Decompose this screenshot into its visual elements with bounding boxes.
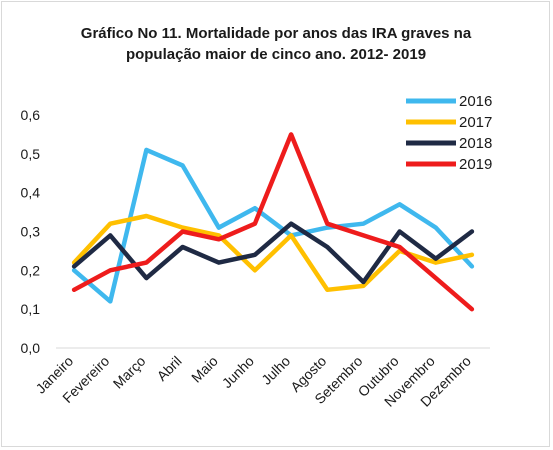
- series-line-2016: [71, 147, 475, 304]
- x-tick-label: Abril: [154, 353, 185, 384]
- y-axis-ticks: 0,0 0,1 0,2 0,3 0,4 0,5 0,6: [21, 107, 41, 356]
- y-tick-label: 0,5: [21, 146, 41, 162]
- legend-label-2018: 2018: [459, 135, 492, 152]
- y-tick-label: 0,4: [21, 185, 41, 201]
- legend: 2016 2017 2018 2019: [406, 93, 492, 173]
- series-line-2018: [71, 221, 475, 285]
- y-tick-label: 0,3: [21, 224, 41, 240]
- y-tick-label: 0,2: [21, 262, 41, 278]
- series-line-2019: [71, 132, 475, 312]
- series-layer: [71, 132, 475, 312]
- y-tick-label: 0,0: [21, 340, 41, 356]
- y-tick-label: 0,6: [21, 107, 41, 123]
- legend-label-2017: 2017: [459, 114, 492, 131]
- chart-subtitle: população maior de cinco ano. 2012- 2019: [126, 46, 426, 63]
- y-tick-label: 0,1: [21, 301, 41, 317]
- x-tick-label: Maio: [188, 353, 221, 386]
- x-tick-label: Junho: [219, 353, 257, 391]
- legend-label-2019: 2019: [459, 156, 492, 173]
- legend-label-2016: 2016: [459, 93, 492, 110]
- series-line-2017: [71, 213, 475, 293]
- chart-title: Gráfico No 11. Mortalidade por anos das …: [81, 25, 472, 42]
- x-tick-label: Março: [110, 353, 149, 392]
